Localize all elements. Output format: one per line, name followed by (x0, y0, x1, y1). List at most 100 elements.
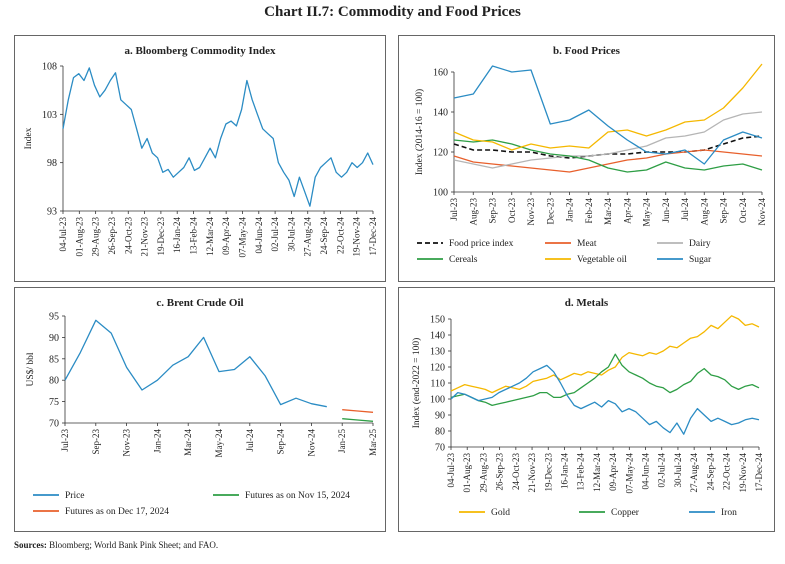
y-tick-label: 130 (430, 347, 445, 358)
x-tick-label: 04-Jul-23 (58, 217, 68, 252)
y-axis-label: Index (24, 127, 34, 149)
y-tick-label: 90 (435, 411, 445, 422)
x-tick-label: Jun-24 (661, 198, 671, 223)
x-tick-label: 27-Aug-24 (303, 217, 313, 257)
legend-label: Iron (721, 508, 737, 518)
x-tick-label: 02-Jul-24 (270, 217, 280, 252)
sources-text: Bloomberg; World Bank Pink Sheet; and FA… (49, 540, 219, 550)
series-line-copper (450, 353, 760, 407)
x-tick-label: Feb-24 (584, 198, 594, 224)
legend-label: Futures as on Dec 17, 2024 (65, 507, 169, 517)
x-tick-label: May-24 (642, 198, 652, 227)
x-tick-label: Jan-24 (565, 198, 575, 222)
legend-label: Price (65, 491, 85, 501)
x-tick-label: 27-Aug-24 (689, 453, 699, 493)
x-tick-label: 19-Dec-23 (543, 453, 553, 492)
x-tick-label: Jan-24 (152, 429, 162, 453)
y-tick-label: 140 (430, 331, 445, 342)
legend-label: Cereals (449, 255, 478, 265)
figure-title: Chart II.7: Commodity and Food Prices (264, 4, 521, 20)
y-tick-label: 93 (47, 207, 57, 218)
y-tick-label: 150 (430, 315, 445, 326)
y-tick-label: 80 (435, 427, 445, 438)
chart-metals: d. Metals 70 80 90 100 110 120 130 140 150 Index (… (411, 297, 764, 518)
panel-food-prices: b. Food Prices 100 120 140 160 Index (2014-16… (398, 35, 775, 282)
panel-brent-crude: c. Brent Crude Oil 70 75 80 85 90 95 US$/ bbl Ju… (14, 287, 386, 532)
x-tick-label: Sep-24 (719, 198, 729, 224)
x-tick-label: Jan-25 (337, 429, 347, 453)
x-tick-label: Apr-24 (622, 198, 632, 224)
x-tick-label: Jul-24 (680, 198, 690, 221)
x-tick-label: 24-Sep-24 (319, 217, 329, 255)
x-tick-label: Jul-23 (449, 198, 459, 221)
x-tick-label: May-24 (214, 429, 224, 458)
chart-food-prices: b. Food Prices 100 120 140 160 Index (2014-16… (414, 45, 767, 265)
x-tick-label: Sep-23 (91, 429, 101, 455)
series-line-iron (450, 364, 760, 435)
x-tick-label: Oct-24 (738, 198, 748, 223)
x-tick-label: 30-Jul-24 (673, 453, 683, 488)
x-tick-label: 01-Aug-23 (462, 453, 472, 493)
y-tick-label: 90 (49, 333, 59, 344)
x-tick-label: Aug-23 (468, 198, 478, 226)
x-tick-label: 19-Nov-24 (352, 217, 362, 257)
series-line-food-price-index (453, 135, 763, 159)
chart-title: b. Food Prices (553, 45, 621, 57)
series-line-futures-as-on-nov-15-2024 (342, 418, 374, 422)
legend-label: Sugar (689, 255, 712, 265)
y-tick-label: 70 (435, 443, 445, 454)
y-axis-label: Index (end-2022 = 100) (411, 338, 422, 429)
x-tick-label: 24-Sep-24 (705, 453, 715, 491)
x-tick-label: 16-Jan-24 (559, 453, 569, 489)
legend-label: Copper (611, 508, 640, 518)
x-tick-label: Nov-24 (757, 198, 767, 226)
series-line-a (62, 67, 374, 207)
x-tick-label: 13-Feb-24 (189, 217, 199, 255)
x-tick-label: Sep-23 (488, 198, 498, 224)
x-tick-label: 04-Jun-24 (641, 453, 651, 490)
x-tick-label: 29-Aug-23 (91, 217, 101, 257)
legend-label: Vegetable oil (577, 255, 627, 265)
x-tick-label: Jul-24 (245, 429, 255, 452)
legend-label: Futures as on Nov 15, 2024 (245, 491, 350, 501)
y-tick-label: 95 (49, 312, 59, 323)
x-tick-label: Nov-24 (306, 429, 316, 457)
x-tick-label: Nov-23 (122, 429, 132, 457)
x-tick-label: 22-Oct-24 (722, 453, 732, 490)
x-tick-label: 30-Jul-24 (286, 217, 296, 252)
series-line-futures-as-on-dec-17-2024 (342, 409, 374, 413)
chart-title: c. Brent Crude Oil (156, 297, 243, 309)
y-tick-label: 100 (433, 188, 448, 199)
x-tick-label: 09-Apr-24 (608, 453, 618, 491)
y-tick-label: 160 (433, 68, 448, 79)
y-tick-label: 80 (49, 376, 59, 387)
series-line-gold (450, 315, 760, 394)
x-tick-label: Mar-24 (183, 429, 193, 456)
panel-metals: d. Metals 70 80 90 100 110 120 130 140 150 Index (… (398, 287, 775, 532)
x-tick-label: 02-Jul-24 (657, 453, 667, 488)
legend-label: Gold (491, 508, 510, 518)
x-tick-label: 01-Aug-23 (74, 217, 84, 257)
x-tick-label: 19-Nov-24 (738, 453, 748, 493)
panel-bloomberg-index: a. Bloomberg Commodity Index 93 98 103 108 In… (14, 35, 386, 282)
y-tick-label: 103 (42, 110, 57, 121)
x-tick-label: Nov-23 (526, 198, 536, 226)
x-tick-label: 21-Nov-23 (140, 217, 150, 257)
series-line-cereals (453, 139, 763, 173)
chart-title: a. Bloomberg Commodity Index (125, 45, 276, 57)
x-tick-label: 04-Jun-24 (254, 217, 264, 254)
x-tick-label: Aug-24 (699, 198, 709, 226)
y-tick-label: 140 (433, 108, 448, 119)
y-tick-label: 110 (430, 379, 445, 390)
x-tick-label: 24-Oct-23 (123, 217, 133, 254)
x-tick-label: 29-Aug-23 (478, 453, 488, 493)
y-axis-label: Index (2014-16 = 100) (414, 89, 425, 175)
y-tick-label: 70 (49, 419, 59, 430)
legend-label: Food price index (449, 239, 514, 249)
x-tick-label: 26-Sep-23 (495, 453, 505, 491)
chart-bloomberg-index: a. Bloomberg Commodity Index 93 98 103 108 In… (24, 45, 378, 258)
y-tick-label: 85 (49, 354, 59, 365)
y-tick-label: 75 (49, 397, 59, 408)
series-line-price (64, 319, 327, 408)
x-tick-label: 07-May-24 (624, 453, 634, 494)
